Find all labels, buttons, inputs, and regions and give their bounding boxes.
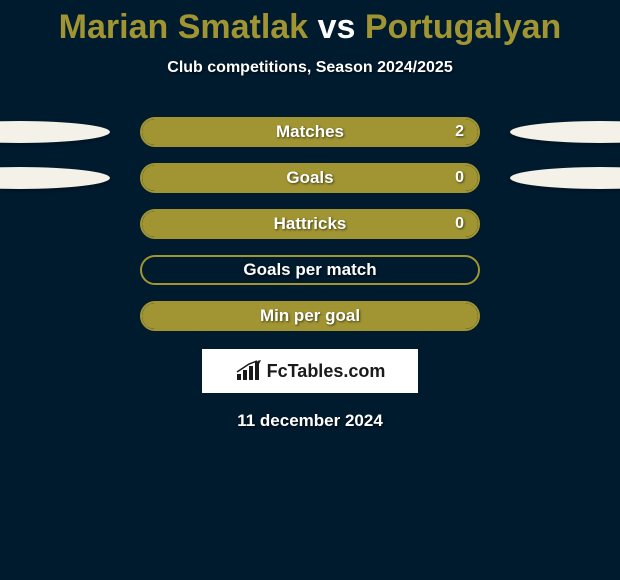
stat-bar: Hattricks 0 [140,209,480,239]
stat-rows: Matches 2 Goals 0 Hattricks 0 Goals per match M… [0,109,620,339]
stat-label: Hattricks [274,214,347,234]
stat-bar: Goals 0 [140,163,480,193]
logo-box: FcTables.com [202,349,418,393]
stat-row: Hattricks 0 [0,201,620,247]
vs-text: vs [318,8,356,46]
stat-bar: Goals per match [140,255,480,285]
player2-name: Portugalyan [365,8,561,46]
stats-comparison-card: Marian Smatlak vs Portugalyan Club compe… [0,0,620,431]
right-pill [510,167,620,189]
stat-value-right: 0 [455,215,464,233]
left-pill [0,167,110,189]
right-pill [510,121,620,143]
subtitle: Club competitions, Season 2024/2025 [0,59,620,77]
stat-row: Goals per match [0,247,620,293]
stat-value-right: 2 [455,123,464,141]
stat-bar: Matches 2 [140,117,480,147]
stat-bar: Min per goal [140,301,480,331]
fctables-icon [235,360,263,382]
player1-name: Marian Smatlak [59,8,308,46]
stat-value-right: 0 [455,169,464,187]
stat-label: Goals per match [243,260,376,280]
stat-label: Matches [276,122,344,142]
stat-row: Matches 2 [0,109,620,155]
date-text: 11 december 2024 [0,411,620,431]
logo-text: FcTables.com [267,361,386,382]
left-pill [0,121,110,143]
stat-label: Goals [286,168,333,188]
title: Marian Smatlak vs Portugalyan [0,8,620,47]
stat-row: Goals 0 [0,155,620,201]
stat-row: Min per goal [0,293,620,339]
stat-label: Min per goal [260,306,360,326]
